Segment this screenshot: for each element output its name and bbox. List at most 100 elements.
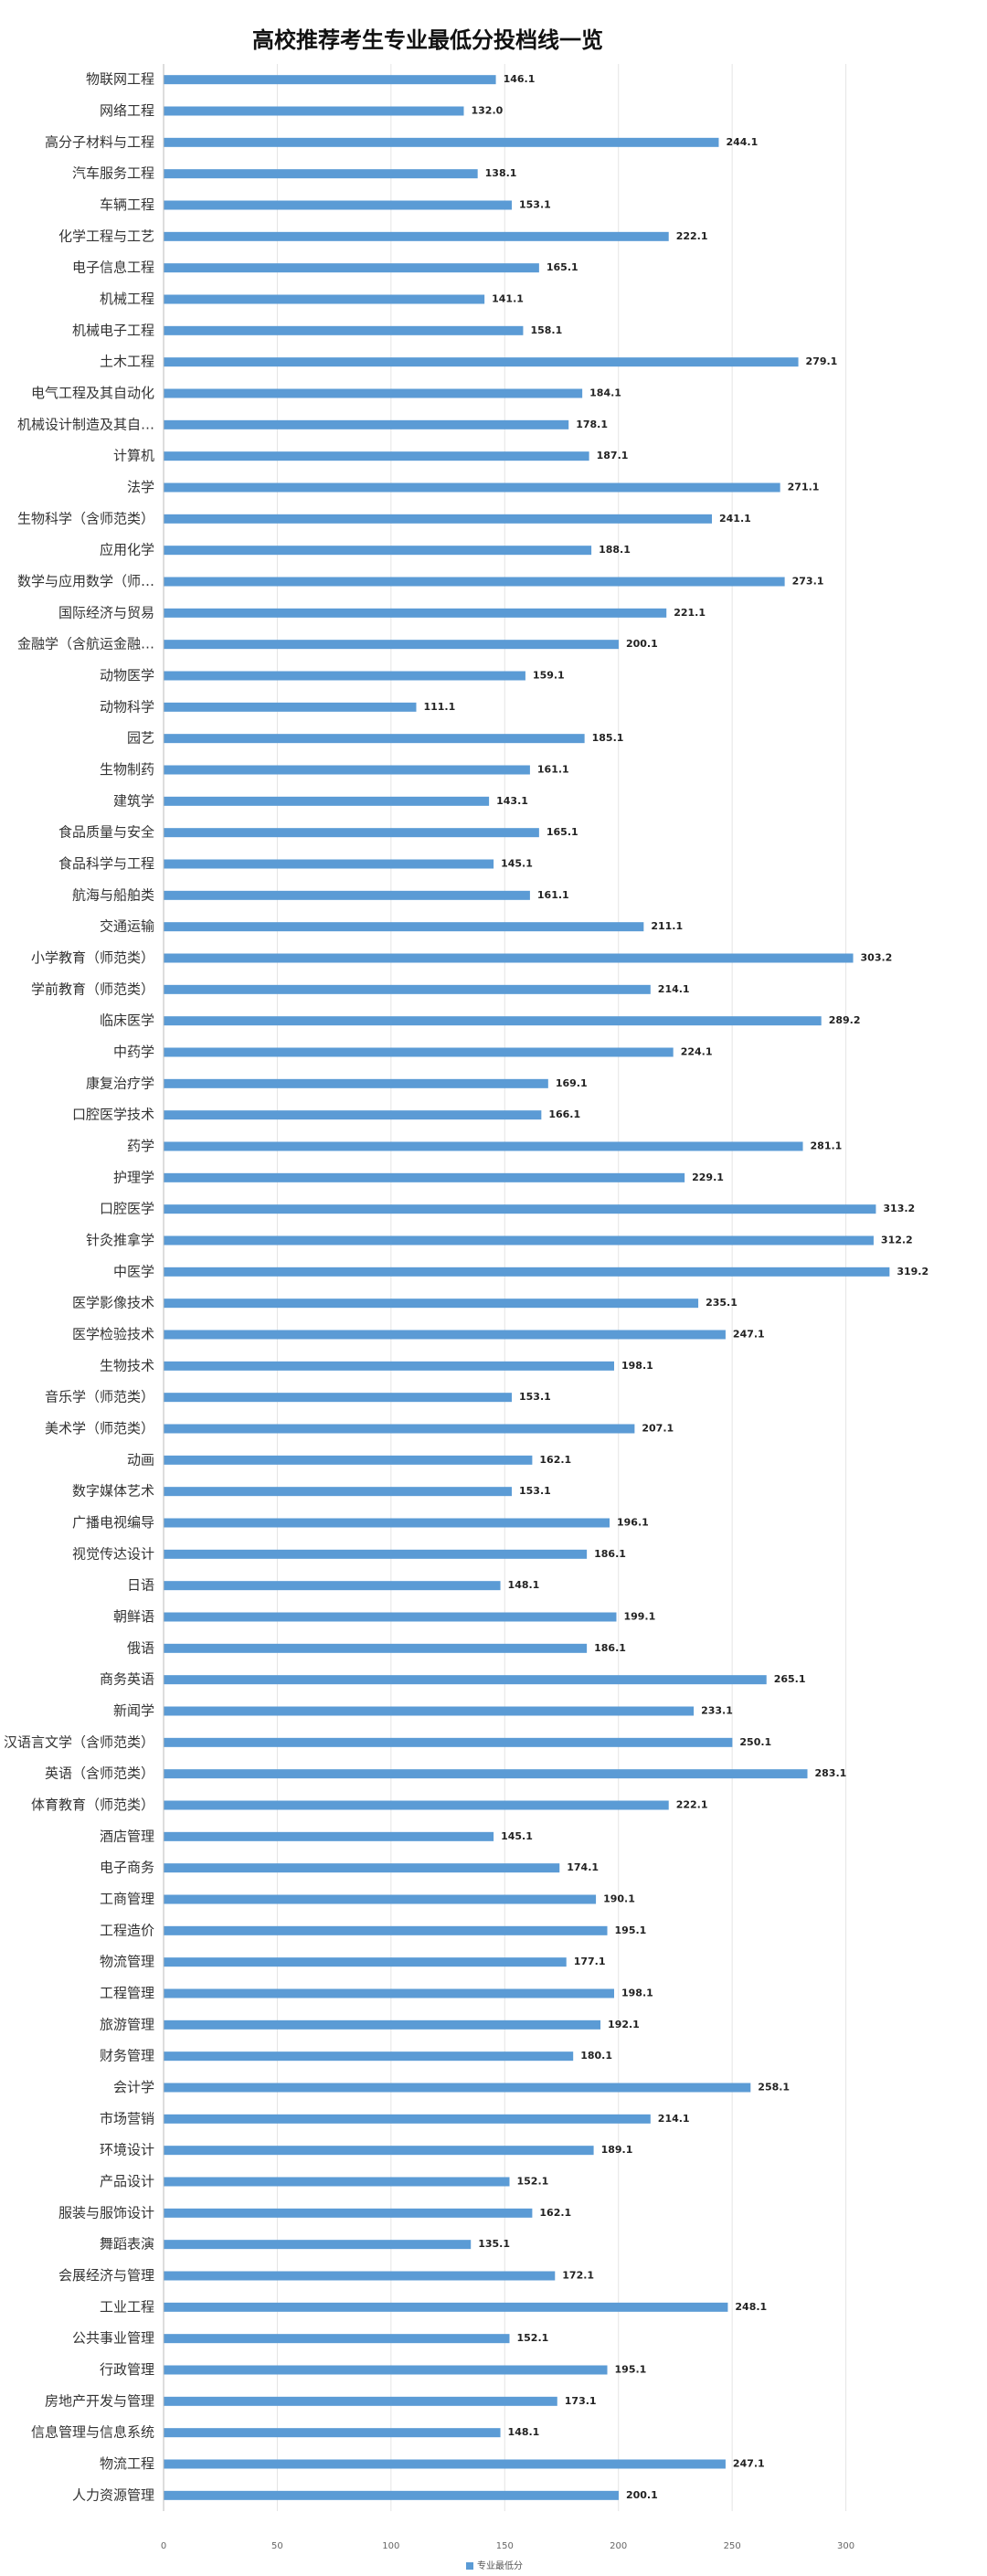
bar xyxy=(164,2396,557,2406)
bar xyxy=(164,1078,548,1088)
data-label: 273.1 xyxy=(792,576,824,588)
bar xyxy=(164,671,525,681)
y-tick-label: 机械设计制造及其自… xyxy=(17,416,154,432)
bar xyxy=(164,1800,669,1810)
data-label: 148.1 xyxy=(508,2426,540,2438)
y-tick-label: 动画 xyxy=(127,1451,154,1468)
bar xyxy=(164,2114,651,2124)
bar xyxy=(164,1863,560,1873)
legend-swatch xyxy=(466,2562,473,2570)
data-label: 184.1 xyxy=(589,387,621,399)
bar xyxy=(164,2019,601,2030)
bar xyxy=(164,1612,617,1622)
y-tick-label: 医学影像技术 xyxy=(72,1295,154,1311)
bar xyxy=(164,137,719,147)
bar xyxy=(164,1675,767,1685)
bar xyxy=(164,2271,556,2281)
y-tick-label: 中药学 xyxy=(113,1044,154,1060)
data-label: 145.1 xyxy=(501,1830,533,1842)
data-label: 250.1 xyxy=(739,1736,771,1748)
y-tick-label: 人力资源管理 xyxy=(72,2486,154,2503)
bar xyxy=(164,1737,733,1747)
bar xyxy=(164,890,530,900)
bar xyxy=(164,640,619,650)
y-tick-label: 应用化学 xyxy=(100,542,154,558)
data-label: 247.1 xyxy=(733,1329,765,1341)
y-tick-label: 物流工程 xyxy=(100,2455,154,2472)
y-tick-label: 化学工程与工艺 xyxy=(58,228,154,244)
y-tick-label: 美术学（师范类） xyxy=(45,1420,154,1436)
bar xyxy=(164,1925,608,1935)
data-label: 162.1 xyxy=(539,2207,571,2219)
data-label: 224.1 xyxy=(681,1046,713,1058)
y-tick-label: 土木工程 xyxy=(100,354,154,370)
data-label: 153.1 xyxy=(519,199,551,211)
y-tick-label: 机械电子工程 xyxy=(72,322,154,338)
data-label: 195.1 xyxy=(615,1924,647,1936)
bar xyxy=(164,514,712,524)
y-tick-label: 公共事业管理 xyxy=(72,2330,154,2347)
y-tick-label: 动物医学 xyxy=(100,667,154,684)
data-label: 141.1 xyxy=(492,293,524,305)
bar xyxy=(164,922,644,932)
bar xyxy=(164,482,780,493)
bar xyxy=(164,294,485,304)
bar xyxy=(164,2146,594,2156)
data-label: 166.1 xyxy=(548,1108,580,1120)
bar xyxy=(164,1267,890,1277)
y-tick-label: 电子商务 xyxy=(100,1860,154,1876)
bar xyxy=(164,2083,751,2093)
data-label: 248.1 xyxy=(735,2301,767,2313)
bar xyxy=(164,357,799,367)
bar xyxy=(164,1643,588,1653)
y-tick-label: 口腔医学技术 xyxy=(72,1107,154,1123)
bar xyxy=(164,2428,501,2438)
data-label: 244.1 xyxy=(726,136,758,148)
y-tick-label: 医学检验技术 xyxy=(72,1326,154,1342)
data-label: 211.1 xyxy=(651,920,683,932)
bar xyxy=(164,263,539,273)
data-label: 161.1 xyxy=(537,889,569,901)
data-label: 265.1 xyxy=(774,1673,806,1685)
data-label: 162.1 xyxy=(539,1454,571,1466)
y-tick-label: 康复治疗学 xyxy=(86,1075,154,1091)
y-tick-label: 车辆工程 xyxy=(100,196,154,213)
data-label: 186.1 xyxy=(594,1548,626,1560)
y-tick-label: 旅游管理 xyxy=(100,2016,154,2032)
bar xyxy=(164,1769,808,1779)
y-tick-label: 高分子材料与工程 xyxy=(45,133,154,150)
bar xyxy=(164,1957,567,1967)
bar xyxy=(164,1047,674,1057)
bar xyxy=(164,2240,472,2250)
y-tick-label: 小学教育（师范类） xyxy=(31,949,154,966)
bar xyxy=(164,1235,874,1246)
data-label: 195.1 xyxy=(615,2364,647,2376)
data-label: 152.1 xyxy=(517,2176,549,2188)
data-label: 165.1 xyxy=(547,261,578,273)
data-label: 153.1 xyxy=(519,1485,551,1497)
bar xyxy=(164,2459,726,2469)
bar xyxy=(164,2177,510,2187)
y-tick-label: 口腔医学 xyxy=(100,1201,154,1217)
bar xyxy=(164,1299,699,1309)
data-label: 222.1 xyxy=(676,230,708,242)
y-tick-label: 工程管理 xyxy=(100,1985,154,2001)
y-tick-label: 广播电视编导 xyxy=(72,1514,154,1531)
bar xyxy=(164,953,854,963)
data-label: 159.1 xyxy=(533,670,565,682)
y-tick-label: 建筑学 xyxy=(113,792,154,809)
data-label: 190.1 xyxy=(603,1893,635,1905)
y-tick-label: 服装与服饰设计 xyxy=(58,2204,154,2221)
data-label: 152.1 xyxy=(517,2332,549,2344)
y-tick-label: 视觉传达设计 xyxy=(72,1545,154,1562)
data-label: 132.0 xyxy=(471,105,503,117)
y-tick-label: 汽车服务工程 xyxy=(72,165,154,182)
y-tick-label: 房地产开发与管理 xyxy=(45,2392,154,2409)
bar xyxy=(164,1549,588,1559)
data-label: 281.1 xyxy=(811,1140,843,1152)
y-tick-label: 音乐学（师范类） xyxy=(45,1389,154,1405)
y-tick-label: 产品设计 xyxy=(100,2173,154,2189)
y-tick-label: 食品科学与工程 xyxy=(58,855,154,872)
data-label: 172.1 xyxy=(562,2270,594,2282)
data-label: 233.1 xyxy=(701,1705,733,1717)
